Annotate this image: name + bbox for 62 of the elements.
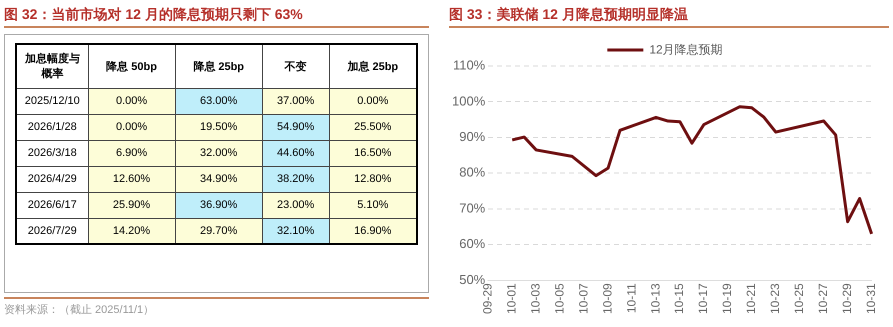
x-tick-label: 10-25: [792, 282, 806, 314]
x-tick-label: 10-19: [720, 282, 734, 314]
y-tick-label: 2026/3/18: [16, 140, 88, 166]
x-tick-label: 10-17: [696, 282, 710, 314]
data-label: 12.80%: [329, 166, 417, 192]
x-tick-label: 10-15: [672, 282, 686, 314]
chart-title: 图 32：当前市场对 12 月的降息预期只剩下 63%: [4, 6, 304, 24]
chart-title: 图 33：美联储 12 月降息预期明显降温: [449, 6, 689, 24]
data-label: 5.10%: [329, 192, 417, 218]
y-axis-title: 加息幅度与概率: [16, 44, 88, 88]
y-tick-label: 70%: [459, 200, 486, 216]
x-tick-label: 10-23: [768, 282, 782, 314]
y-tick-label: 80%: [459, 164, 486, 180]
data-label: 0.00%: [88, 114, 176, 140]
x-tick-label: 10-13: [648, 282, 662, 314]
y-tick-label: 2026/6/17: [16, 192, 88, 218]
x-tick-label: 10-07: [576, 282, 590, 314]
data-label: 16.90%: [329, 218, 417, 244]
x-tick-label: 10-31: [864, 282, 878, 314]
y-tick-label: 2026/1/28: [16, 114, 88, 140]
x-tick-label: 降息 50bp: [88, 44, 176, 88]
legend-label: 12月降息预期: [649, 42, 723, 56]
data-label: 0.00%: [329, 88, 417, 114]
data-label: 25.50%: [329, 114, 417, 140]
y-tick-label: 2026/4/29: [16, 166, 88, 192]
x-tick-label: 降息 25bp: [175, 44, 262, 88]
x-tick-label: 10-09: [600, 282, 614, 314]
data-label: 34.90%: [175, 166, 262, 192]
x-tick-label: 10-05: [552, 282, 566, 314]
x-tick-label: 09-29: [480, 282, 495, 314]
data-label: 44.60%: [262, 140, 330, 166]
data-label: 14.20%: [88, 218, 176, 244]
x-tick-label: 不变: [262, 44, 330, 88]
data-label: 36.90%: [175, 192, 262, 218]
data-label: 29.70%: [175, 218, 262, 244]
data-label: 32.00%: [175, 140, 262, 166]
y-tick-label: 100%: [452, 93, 486, 108]
data-label: 32.10%: [262, 218, 330, 244]
y-tick-label: 90%: [459, 129, 486, 144]
y-tick-label: 2025/12/10: [16, 88, 88, 114]
x-tick-label: 10-29: [840, 282, 854, 314]
y-tick-label: 110%: [452, 58, 486, 73]
data-label: 23.00%: [262, 192, 330, 218]
data-label: 38.20%: [262, 166, 330, 192]
text: 资料来源：（截止 2025/11/1）: [4, 297, 429, 317]
x-tick-label: 10-01: [504, 282, 519, 314]
y-tick-label: 2026/7/29: [16, 218, 88, 244]
data-label: 25.90%: [88, 192, 176, 218]
x-tick-label: 10-27: [816, 282, 830, 314]
data-label: 12.60%: [88, 166, 176, 192]
x-tick-label: 10-03: [528, 282, 542, 314]
x-tick-label: 10-11: [624, 282, 638, 314]
data-label: 54.90%: [262, 114, 330, 140]
y-tick-label: 60%: [459, 236, 486, 252]
data-label: 0.00%: [88, 88, 176, 114]
data-label: 37.00%: [262, 88, 330, 114]
x-tick-label: 加息 25bp: [329, 44, 417, 88]
data-label: 16.50%: [329, 140, 417, 166]
data-label: 19.50%: [175, 114, 262, 140]
data-label: 63.00%: [175, 88, 262, 114]
x-tick-label: 10-21: [744, 282, 758, 314]
data-label: 6.90%: [88, 140, 176, 166]
